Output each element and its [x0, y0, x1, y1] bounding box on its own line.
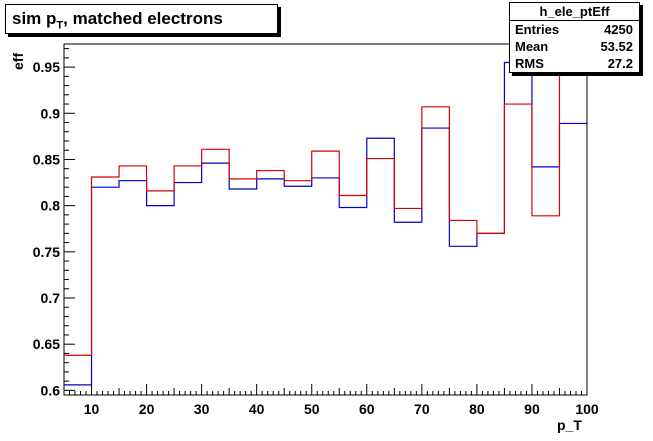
y-tick-label: 0.7 — [41, 290, 61, 306]
title-main: sim p — [12, 9, 57, 28]
stats-value: 53.52 — [600, 39, 633, 54]
x-tick-label: 90 — [524, 401, 540, 417]
y-tick-label: 0.95 — [33, 59, 60, 75]
series-step-line — [64, 44, 561, 356]
y-tick-label: 0.6 — [41, 382, 61, 398]
y-tick-label: 0.65 — [33, 336, 60, 352]
title-subscript: T — [56, 19, 64, 32]
stats-value: 27.2 — [607, 56, 633, 71]
x-tick-label: 10 — [84, 401, 100, 417]
x-tick-label: 70 — [414, 401, 430, 417]
stats-row-rms: RMS 27.2 — [510, 55, 639, 72]
series-1 — [64, 44, 561, 356]
chart-title: sim pT, matched electrons — [5, 4, 278, 34]
stats-row-entries: Entries 4250 — [510, 21, 639, 38]
x-tick-label: 60 — [359, 401, 375, 417]
x-tick-label: 50 — [304, 401, 320, 417]
x-tick-label: 100 — [575, 401, 599, 417]
y-axis-title: eff — [10, 52, 26, 70]
stats-value: 4250 — [604, 22, 633, 37]
x-tick-label: 40 — [249, 401, 265, 417]
stats-key: Mean — [515, 39, 549, 54]
x-axis-title: p_T — [557, 417, 582, 433]
y-tick-label: 0.75 — [33, 244, 60, 260]
x-tick-label: 30 — [194, 401, 210, 417]
series-step-line — [64, 61, 587, 386]
stats-key: RMS — [515, 56, 544, 71]
x-tick-label: 80 — [469, 401, 485, 417]
stats-row-mean: Mean 53.52 — [510, 38, 639, 55]
title-rest: , matched electrons — [63, 9, 223, 28]
y-tick-label: 0.8 — [41, 198, 61, 214]
stats-name: h_ele_ptEff — [510, 3, 639, 21]
plot-frame — [63, 43, 588, 396]
y-tick-label: 0.9 — [41, 105, 61, 121]
stats-key: Entries — [515, 22, 560, 37]
stats-box: h_ele_ptEff Entries 4250 Mean 53.52 RMS … — [509, 2, 640, 73]
y-tick-label: 0.85 — [33, 151, 60, 167]
x-tick-label: 20 — [139, 401, 155, 417]
series-0 — [64, 61, 587, 386]
